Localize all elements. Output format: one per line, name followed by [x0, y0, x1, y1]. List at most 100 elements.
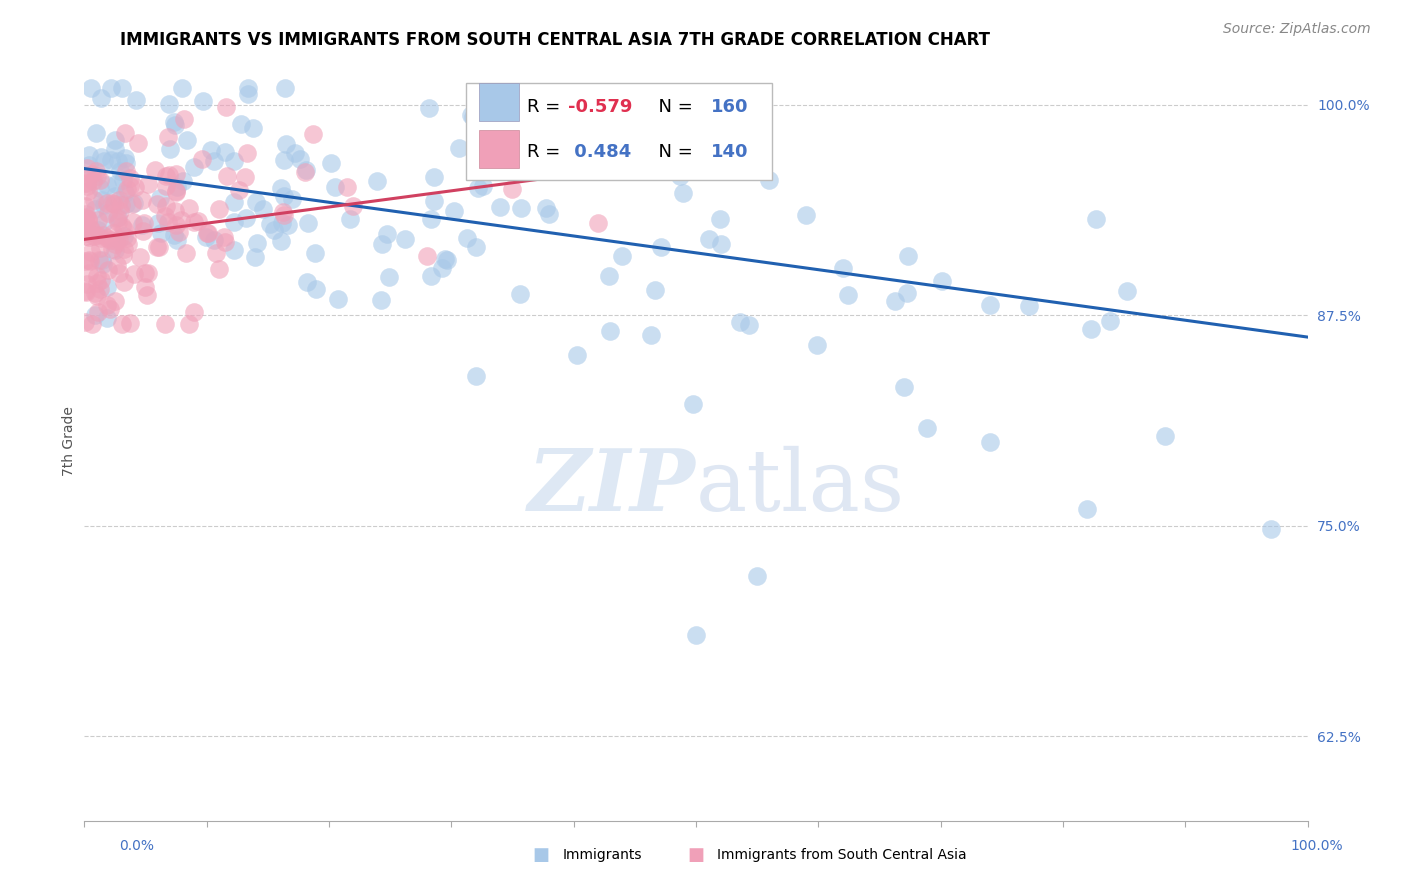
Point: [447, 141, 470, 155]
Point: [89, 181, 111, 195]
Point: [165, 218, 187, 232]
Point: [644, 283, 666, 297]
Text: 100.0%: 100.0%: [1291, 838, 1343, 853]
Point: [193, 95, 215, 109]
Point: [565, 348, 588, 362]
Point: [183, 305, 205, 319]
Point: [295, 275, 318, 289]
Point: [73, 315, 96, 329]
Point: [460, 107, 482, 121]
Point: [697, 232, 720, 246]
Point: [96, 297, 118, 311]
Point: [86, 169, 108, 183]
Point: [114, 126, 136, 140]
Point: [90, 150, 112, 164]
Point: [148, 239, 170, 253]
Point: [1098, 314, 1121, 328]
Point: [342, 199, 364, 213]
Point: [86, 276, 108, 290]
Point: [163, 115, 186, 129]
Point: [75, 216, 97, 230]
Point: [97, 262, 120, 277]
Point: [150, 227, 173, 241]
Point: [83, 229, 105, 244]
Point: [420, 211, 443, 226]
Point: [837, 288, 859, 302]
Point: [107, 154, 129, 169]
Point: [129, 250, 152, 264]
Point: [76, 226, 98, 240]
Point: [159, 142, 181, 156]
Point: [436, 253, 458, 268]
Point: [468, 127, 491, 141]
Point: [118, 171, 141, 186]
Text: -0.579: -0.579: [568, 98, 631, 116]
Point: [165, 168, 187, 182]
Point: [172, 174, 194, 188]
Text: Immigrants from South Central Asia: Immigrants from South Central Asia: [717, 847, 967, 862]
Text: R =: R =: [527, 144, 567, 161]
Point: [103, 294, 125, 309]
Point: [112, 247, 135, 261]
Point: [115, 230, 138, 244]
Point: [394, 232, 416, 246]
Point: [163, 203, 186, 218]
Point: [98, 301, 121, 316]
Point: [215, 169, 238, 184]
Text: N =: N =: [647, 98, 699, 116]
Point: [159, 96, 181, 111]
Point: [263, 223, 285, 237]
Point: [114, 186, 136, 201]
Point: [107, 210, 129, 224]
Point: [1018, 299, 1040, 313]
Point: [73, 211, 96, 226]
Point: [370, 293, 392, 307]
Text: 0.484: 0.484: [568, 144, 631, 161]
Point: [101, 195, 124, 210]
Point: [806, 337, 828, 351]
Point: [96, 178, 118, 192]
Point: [245, 195, 267, 210]
Point: [831, 260, 853, 275]
Point: [170, 80, 193, 95]
Point: [915, 421, 938, 435]
Point: [273, 208, 295, 222]
Point: [366, 173, 388, 187]
Point: [101, 242, 124, 256]
Point: [212, 230, 235, 244]
Point: [86, 289, 108, 303]
Point: [155, 169, 177, 183]
Text: R =: R =: [527, 98, 567, 116]
Point: [420, 268, 443, 283]
Point: [464, 239, 486, 253]
Point: [114, 151, 136, 165]
Point: [709, 212, 731, 227]
Point: [284, 145, 307, 160]
Point: [224, 243, 246, 257]
Point: [77, 253, 100, 268]
Text: N =: N =: [647, 144, 699, 161]
Point: [893, 379, 915, 393]
Point: [118, 317, 141, 331]
Point: [118, 178, 141, 193]
Point: [465, 368, 488, 383]
Point: [224, 194, 246, 209]
Point: [105, 211, 128, 226]
Point: [235, 145, 257, 160]
Point: [115, 182, 138, 196]
Point: [685, 628, 707, 642]
Point: [467, 181, 489, 195]
Point: [502, 182, 524, 196]
Text: ■: ■: [533, 846, 550, 863]
Point: [214, 235, 236, 249]
Text: IMMIGRANTS VS IMMIGRANTS FROM SOUTH CENTRAL ASIA 7TH GRADE CORRELATION CHART: IMMIGRANTS VS IMMIGRANTS FROM SOUTH CENT…: [120, 31, 990, 49]
Point: [115, 164, 138, 178]
Point: [294, 162, 316, 177]
Point: [79, 148, 101, 162]
Point: [84, 202, 107, 216]
Text: Source: ZipAtlas.com: Source: ZipAtlas.com: [1223, 22, 1371, 37]
Point: [80, 80, 103, 95]
Point: [205, 246, 228, 260]
Point: [270, 235, 292, 249]
Point: [155, 178, 177, 193]
